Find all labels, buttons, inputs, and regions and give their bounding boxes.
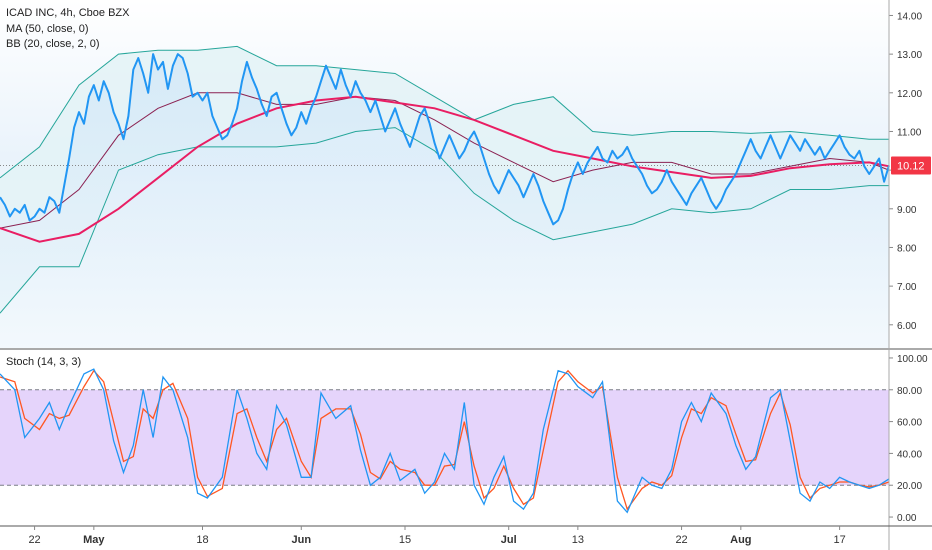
time-tick-label: 15 xyxy=(399,534,411,546)
price-tick-label: 9.00 xyxy=(897,205,917,216)
price-tick-label: 7.00 xyxy=(897,282,917,293)
stoch-title: Stoch (14, 3, 3) xyxy=(6,356,82,368)
price-area-fill xyxy=(0,54,889,348)
stoch-k-line xyxy=(0,368,890,514)
stoch-d-line xyxy=(0,369,890,511)
last-price-label: 10.12 xyxy=(897,160,925,172)
price-tick-label: 6.00 xyxy=(897,321,917,332)
time-tick-label: Jul xyxy=(501,534,517,546)
price-tick-label: 11.00 xyxy=(897,127,922,138)
time-tick-label: 17 xyxy=(833,534,845,546)
time-tick-label: 18 xyxy=(196,534,208,546)
bb-upper-line xyxy=(0,45,889,179)
legend-ma: MA (50, close, 0) xyxy=(6,23,89,35)
price-line xyxy=(0,53,890,226)
time-tick-label: May xyxy=(83,534,105,546)
last-price-badge xyxy=(891,156,931,175)
price-tick-label: 12.00 xyxy=(897,89,922,100)
stoch-tick-label: 40.00 xyxy=(897,449,922,460)
bb-lower-line xyxy=(0,127,889,314)
stoch-band-fill xyxy=(0,389,889,486)
stochastic-panel xyxy=(0,368,890,514)
legend-bb: BB (20, close, 2, 0) xyxy=(6,38,100,50)
stoch-tick-label: 100.00 xyxy=(897,354,928,365)
time-tick-label: Jun xyxy=(291,534,311,546)
price-tick-label: 14.00 xyxy=(897,11,922,22)
stoch-tick-label: 0.00 xyxy=(897,513,917,524)
time-tick-label: 22 xyxy=(675,534,687,546)
chart-title: ICAD INC, 4h, Cboe BZX xyxy=(6,7,130,19)
stoch-tick-label: 20.00 xyxy=(897,481,922,492)
stoch-tick-label: 80.00 xyxy=(897,386,922,397)
price-panel xyxy=(0,0,890,348)
price-tick-label: 8.00 xyxy=(897,243,917,254)
time-tick-label: 13 xyxy=(572,534,584,546)
time-tick-label: 22 xyxy=(28,534,40,546)
bb-band-fill xyxy=(0,46,889,314)
stoch-tick-label: 60.00 xyxy=(897,418,922,429)
price-tick-label: 13.00 xyxy=(897,50,922,61)
time-tick-label: Aug xyxy=(730,534,751,546)
bb-basis-line xyxy=(0,92,890,229)
ma-line xyxy=(0,95,890,243)
